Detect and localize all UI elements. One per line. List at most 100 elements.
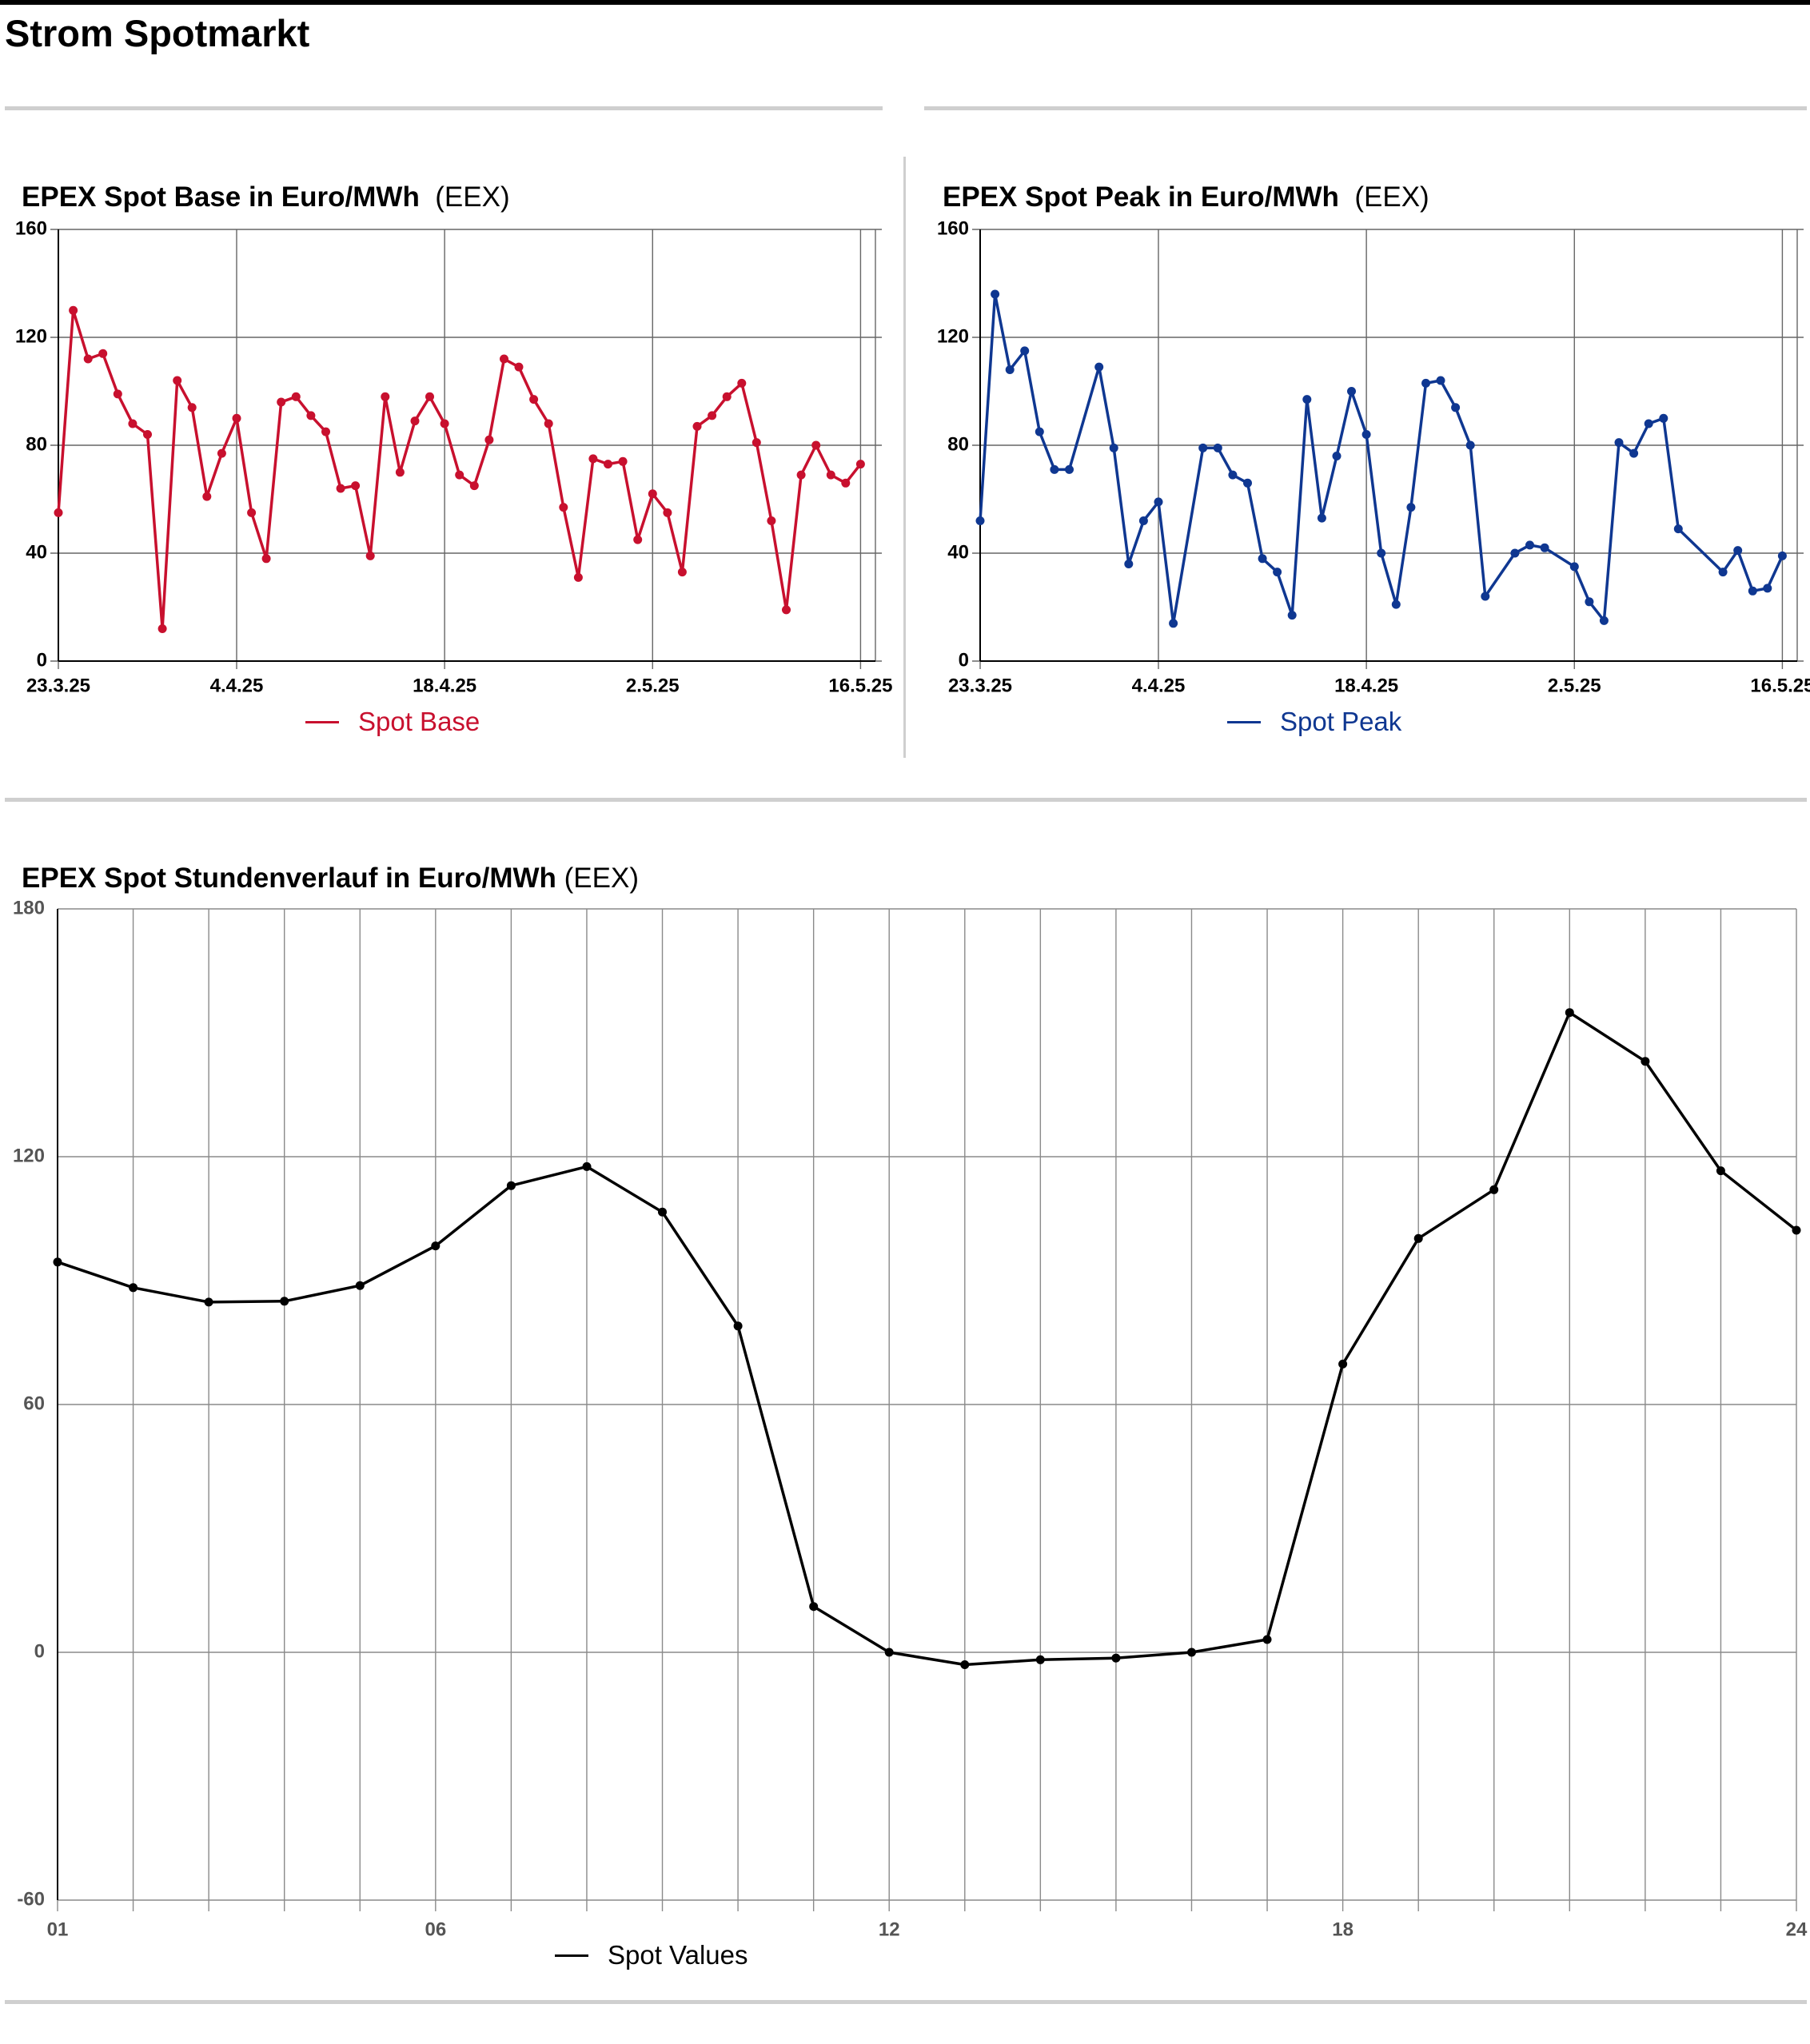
peak-chart-title-main: EPEX Spot Peak in Euro/MWh: [943, 181, 1339, 213]
base-data-point: [98, 349, 108, 358]
peak-data-point: [1481, 592, 1490, 601]
base-data-point: [232, 413, 241, 423]
base-chart-title: EPEX Spot Base in Euro/MWh (EEX): [22, 179, 510, 216]
base-series-line: [57, 309, 862, 631]
peak-legend-label: Spot Peak: [1280, 707, 1402, 736]
peak-data-point: [1213, 443, 1222, 452]
peak-data-point: [1644, 419, 1653, 428]
peak-data-point: [1377, 548, 1386, 558]
hourly-ytick-label: 60: [23, 1393, 45, 1414]
base-ytick-label: 80: [26, 433, 47, 455]
base-legend-swatch: [305, 720, 339, 723]
hourly-chart-title-main: EPEX Spot Stundenverlauf in Euro/MWh: [22, 863, 556, 894]
hourly-data-point: [1565, 1008, 1574, 1018]
base-ytick-label: 160: [15, 217, 47, 239]
hourly-legend-label: Spot Values: [608, 1940, 748, 1970]
peak-legend-swatch: [1227, 720, 1261, 723]
base-data-point: [841, 478, 851, 488]
base-data-point: [306, 411, 316, 420]
peak-data-point: [1005, 365, 1015, 374]
peak-data-point: [1569, 562, 1579, 572]
base-data-point: [365, 551, 375, 560]
peak-data-point: [1465, 440, 1475, 450]
base-data-point: [187, 403, 197, 412]
base-data-point: [633, 535, 643, 544]
peak-ytick-label: 160: [937, 217, 969, 239]
peak-data-point: [1733, 546, 1743, 556]
peak-xtick-label: 23.3.25: [948, 675, 1012, 696]
base-legend: Spot Base: [305, 706, 480, 738]
hourly-data-point: [1716, 1166, 1725, 1176]
hourly-data-point: [1187, 1648, 1196, 1657]
base-data-point: [291, 392, 301, 401]
section-rule-middle: [5, 798, 1807, 802]
peak-data-point: [1332, 452, 1342, 460]
base-xtick-label: 23.3.25: [26, 675, 90, 696]
peak-data-point: [1020, 346, 1030, 356]
hourly-chart-title-source: (EEX): [564, 863, 640, 894]
base-data-point: [202, 492, 212, 501]
peak-legend: Spot Peak: [1227, 706, 1401, 738]
hourly-data-point: [129, 1283, 138, 1293]
base-xtick-label: 4.4.25: [210, 675, 264, 696]
hourly-xtick-label: 18: [1332, 1918, 1354, 1940]
base-data-point: [855, 460, 865, 469]
hourly-data-point: [204, 1297, 213, 1307]
base-data-point: [381, 392, 390, 401]
base-xtick-label: 2.5.25: [626, 675, 680, 696]
peak-data-point: [1748, 586, 1757, 596]
base-data-point: [455, 470, 464, 480]
peak-data-point: [1050, 464, 1059, 474]
hourly-data-point: [960, 1660, 970, 1669]
hourly-data-point: [280, 1297, 289, 1306]
peak-data-point: [1347, 387, 1356, 396]
hourly-legend-swatch: [555, 1954, 588, 1957]
base-chart-title-main: EPEX Spot Base in Euro/MWh: [22, 181, 420, 213]
peak-data-point: [1659, 413, 1668, 423]
hourly-ytick-label: -60: [17, 1888, 45, 1910]
peak-series-line: [979, 293, 1784, 625]
hourly-xtick-label: 06: [425, 1918, 446, 1940]
peak-xtick-label: 4.4.25: [1132, 675, 1186, 696]
base-ytick-label: 40: [26, 541, 47, 563]
peak-ytick-label: 40: [947, 541, 969, 563]
base-data-point: [83, 354, 93, 364]
base-ytick-label: 120: [15, 325, 47, 347]
base-data-point: [588, 454, 598, 464]
peak-data-point: [1302, 395, 1312, 404]
hourly-data-point: [1111, 1653, 1121, 1663]
base-data-point: [425, 392, 434, 401]
peak-data-point: [1451, 403, 1461, 412]
base-data-point: [663, 508, 672, 517]
peak-data-point: [1673, 524, 1683, 534]
base-data-point: [544, 419, 553, 428]
base-data-point: [618, 456, 628, 466]
base-data-point: [395, 468, 405, 477]
base-data-point: [573, 572, 583, 582]
base-data-point: [767, 516, 776, 525]
base-data-point: [157, 624, 167, 633]
hourly-xtick-label: 12: [879, 1918, 900, 1940]
hourly-data-point: [1792, 1225, 1801, 1235]
section-rule-right: [924, 106, 1807, 110]
hourly-series-line: [57, 1010, 1798, 1667]
hourly-ytick-label: 120: [13, 1145, 45, 1166]
base-data-point: [469, 481, 479, 491]
base-data-point: [128, 419, 138, 428]
page-title: Strom Spotmarkt: [5, 12, 310, 54]
base-data-point: [113, 389, 122, 399]
base-data-point: [648, 489, 657, 499]
hourly-data-point: [355, 1281, 365, 1290]
base-data-point: [173, 376, 182, 385]
hourly-ytick-label: 0: [34, 1640, 45, 1662]
base-data-point: [351, 481, 361, 491]
peak-data-point: [1777, 551, 1787, 560]
peak-data-point: [1198, 443, 1208, 452]
peak-data-point: [1763, 584, 1772, 593]
base-data-point: [708, 411, 717, 420]
peak-data-point: [1169, 619, 1178, 628]
peak-data-point: [1614, 438, 1624, 448]
peak-data-point: [1243, 478, 1252, 488]
peak-data-point: [1138, 516, 1148, 525]
peak-xtick-label: 16.5.25: [1750, 675, 1810, 696]
